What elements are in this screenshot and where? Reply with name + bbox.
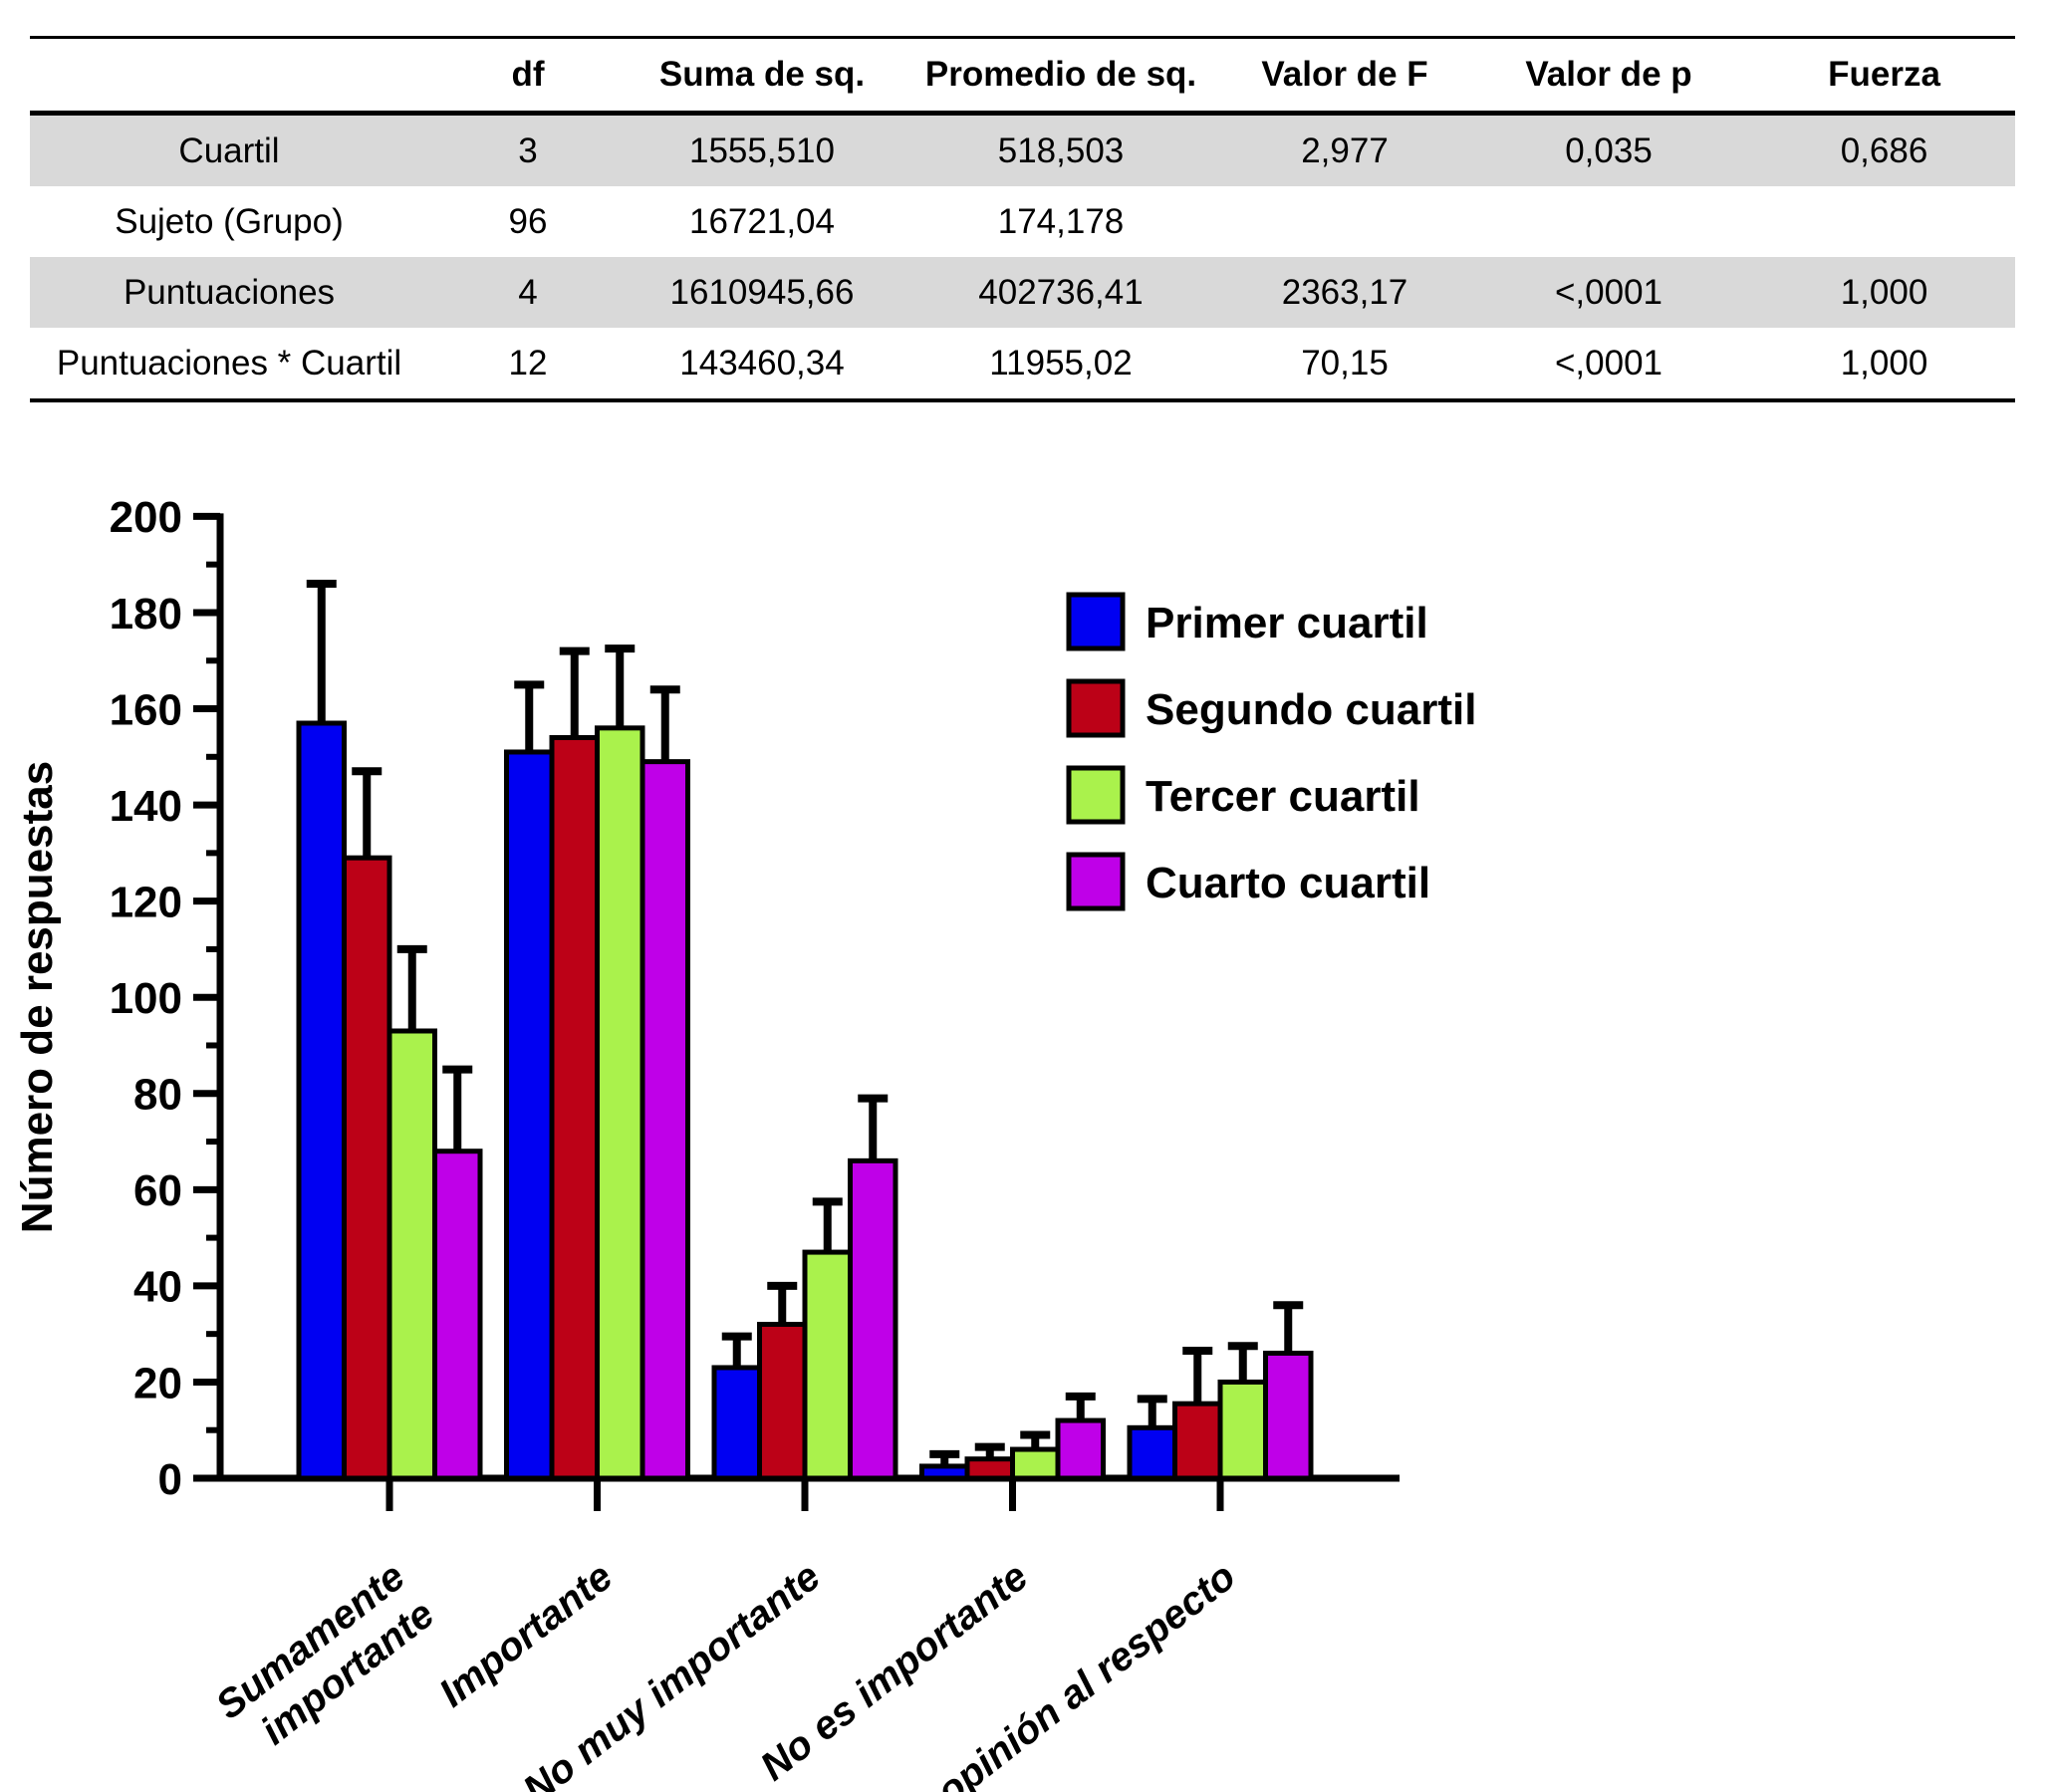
table-cell: 143460,34 bbox=[679, 343, 845, 383]
y-axis-title: Número de respuestas bbox=[13, 761, 62, 1233]
table-row: Puntuaciones 4 1610945,66 402736,41 2363,17 <… bbox=[30, 257, 2015, 328]
bar bbox=[1127, 1424, 1177, 1481]
bar bbox=[711, 1365, 762, 1481]
table-cell: 402736,41 bbox=[978, 272, 1144, 312]
table-cell: 12 bbox=[508, 343, 548, 383]
bar bbox=[757, 1322, 808, 1481]
table-cell: 0,686 bbox=[1840, 130, 1928, 170]
legend-swatch bbox=[1066, 592, 1126, 651]
y-tick-label: 60 bbox=[133, 1166, 182, 1215]
table-row: Cuartil 3 1555,510 518,503 2,977 0,035 0,686 bbox=[30, 113, 2015, 186]
table-cell: 174,178 bbox=[997, 201, 1125, 241]
table-cell: 4 bbox=[518, 272, 538, 312]
table-cell: 2,977 bbox=[1301, 130, 1389, 170]
anova-table: df Suma de sq. Promedio de sq. Valor de F Va… bbox=[30, 36, 2015, 402]
column-header: df bbox=[511, 55, 545, 94]
y-tick-label: 20 bbox=[133, 1359, 182, 1408]
row-label: Sujeto (Grupo) bbox=[115, 201, 344, 241]
column-header: Valor de p bbox=[1525, 55, 1692, 94]
legend-label: Tercer cuartil bbox=[1146, 772, 1420, 821]
bar-group bbox=[711, 1094, 898, 1481]
table-header-row: df Suma de sq. Promedio de sq. Valor de F Va… bbox=[30, 38, 2015, 114]
bar-group bbox=[504, 644, 690, 1481]
y-tick-label: 160 bbox=[110, 685, 182, 734]
bar bbox=[919, 1463, 970, 1481]
table-cell: 16721,04 bbox=[689, 201, 835, 241]
bar bbox=[1055, 1417, 1106, 1481]
table-cell: 3 bbox=[518, 130, 538, 170]
table-cell: <,0001 bbox=[1554, 343, 1663, 383]
table-cell: <,0001 bbox=[1554, 272, 1663, 312]
bar bbox=[1217, 1379, 1268, 1481]
table-row: Sujeto (Grupo) 96 16721,04 174,178 bbox=[30, 186, 2015, 257]
y-tick-label: 180 bbox=[110, 590, 182, 639]
legend-swatch bbox=[1066, 852, 1126, 911]
row-label: Puntuaciones * Cuartil bbox=[56, 343, 402, 383]
bar bbox=[432, 1149, 483, 1481]
row-label: Cuartil bbox=[178, 130, 280, 170]
legend-label: Segundo cuartil bbox=[1146, 685, 1476, 734]
bar bbox=[1263, 1350, 1314, 1481]
legend-swatch bbox=[1066, 765, 1126, 825]
column-header: Suma de sq. bbox=[658, 55, 866, 94]
legend: Primer cuartil Segundo cuartil Tercer cuar… bbox=[1066, 592, 1476, 911]
bar-group bbox=[296, 579, 483, 1481]
table-cell: 11955,02 bbox=[989, 343, 1133, 383]
legend-label: Primer cuartil bbox=[1146, 599, 1428, 647]
table-cell: 0,035 bbox=[1565, 130, 1653, 170]
bar bbox=[386, 1028, 437, 1481]
y-tick-label: 100 bbox=[110, 974, 182, 1023]
x-category-label: Sumamenteimportante bbox=[208, 1554, 442, 1765]
table-cell: 1,000 bbox=[1840, 343, 1928, 383]
x-category-label: Importante bbox=[431, 1554, 621, 1715]
column-header: Promedio de sq. bbox=[924, 55, 1197, 94]
bar bbox=[342, 855, 392, 1481]
table-cell: 2363,17 bbox=[1281, 272, 1408, 312]
table-cell: 1,000 bbox=[1840, 272, 1928, 312]
bar bbox=[802, 1249, 853, 1481]
table-row: Puntuaciones * Cuartil 12 143460,34 11955,0… bbox=[30, 328, 2015, 400]
y-tick-label: 200 bbox=[110, 493, 182, 542]
table-cell: 70,15 bbox=[1301, 343, 1389, 383]
y-tick-label: 0 bbox=[158, 1455, 182, 1504]
table-cell: 1555,510 bbox=[689, 130, 835, 170]
y-tick-label: 80 bbox=[133, 1071, 182, 1120]
bar bbox=[296, 720, 347, 1481]
bar-group bbox=[919, 1392, 1106, 1481]
bar bbox=[964, 1456, 1015, 1481]
bar bbox=[504, 749, 555, 1481]
y-tick-label: 40 bbox=[133, 1263, 182, 1312]
bar bbox=[848, 1157, 898, 1481]
bar bbox=[639, 759, 690, 1481]
table-cell: 1610945,66 bbox=[669, 272, 855, 312]
legend-swatch bbox=[1066, 678, 1126, 738]
bar bbox=[549, 734, 600, 1481]
bar bbox=[1172, 1401, 1223, 1481]
table-cell: 96 bbox=[508, 201, 548, 241]
anova-table-container: df Suma de sq. Promedio de sq. Valor de F Va… bbox=[30, 36, 2015, 402]
column-header: Valor de F bbox=[1261, 55, 1428, 94]
column-header: Fuerza bbox=[1828, 55, 1940, 94]
bar bbox=[595, 725, 645, 1481]
bar-group bbox=[1127, 1301, 1314, 1481]
legend-label: Cuarto cuartil bbox=[1146, 859, 1430, 907]
y-tick-label: 120 bbox=[110, 878, 182, 926]
bar bbox=[1010, 1446, 1061, 1481]
table-cell: 518,503 bbox=[997, 130, 1125, 170]
row-label: Puntuaciones bbox=[123, 272, 336, 312]
y-tick-label: 140 bbox=[110, 782, 182, 831]
